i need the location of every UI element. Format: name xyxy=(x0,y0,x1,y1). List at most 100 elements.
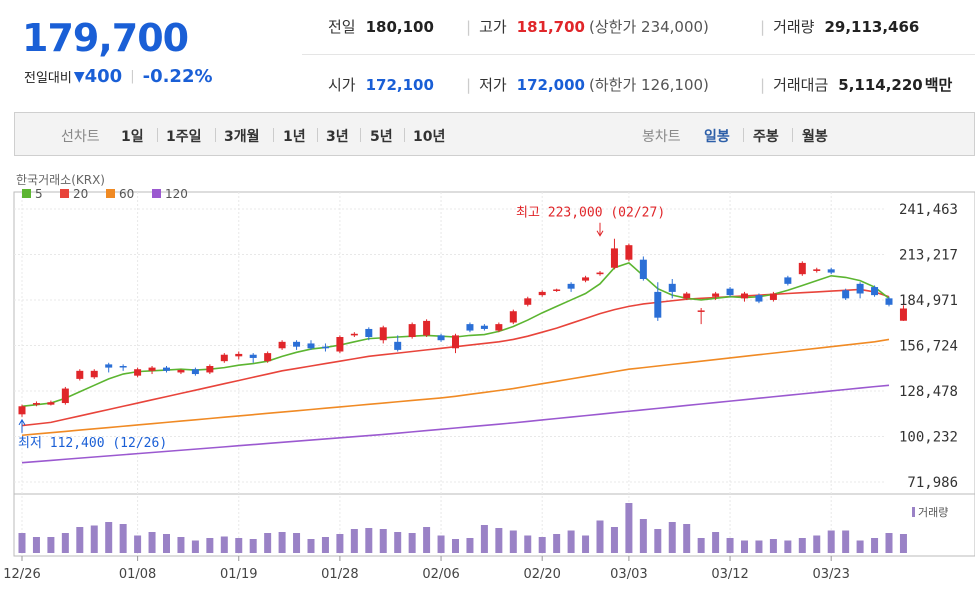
volume-bar xyxy=(553,534,561,553)
period-1y[interactable]: 1년 xyxy=(283,129,306,145)
legend-swatch xyxy=(106,189,115,198)
volume-bar xyxy=(697,538,705,553)
candle-body xyxy=(596,272,604,275)
candle-body xyxy=(784,277,792,284)
divider xyxy=(215,128,216,142)
ma60-line xyxy=(21,338,890,437)
candle-body xyxy=(220,354,228,362)
candle-body xyxy=(567,283,575,289)
period-1w[interactable]: 1주일 xyxy=(166,129,202,145)
open-label: 시가 xyxy=(328,76,356,94)
volume-plot-frame xyxy=(13,493,975,557)
prev-value: 180,100 xyxy=(365,18,434,36)
period-1d[interactable]: 1일 xyxy=(121,129,144,145)
volume-bar xyxy=(32,537,40,553)
candle-body xyxy=(813,269,821,271)
trade-amount: | 거래대금 5,114,220 백만 xyxy=(760,74,952,95)
high-arrow-head xyxy=(596,230,604,237)
volume-bar xyxy=(437,535,445,553)
legend-swatch xyxy=(22,189,31,198)
source-label: 한국거래소(KRX) xyxy=(16,173,105,187)
volume-bar xyxy=(119,524,127,553)
candle-body xyxy=(235,353,243,357)
volume-bar xyxy=(639,519,647,553)
candle-body xyxy=(697,310,705,312)
period-3y[interactable]: 3년 xyxy=(326,129,349,145)
volume-bar xyxy=(495,528,503,553)
legend-swatch xyxy=(152,189,161,198)
volume-bar xyxy=(755,540,763,553)
change-amount: 400 xyxy=(84,66,123,87)
volume-legend-swatch xyxy=(912,507,915,517)
divider: | xyxy=(760,76,766,94)
candle-body xyxy=(480,325,488,329)
divider xyxy=(792,128,793,142)
high-value: 181,700 xyxy=(516,18,585,36)
candle-body xyxy=(798,262,806,275)
candle-body xyxy=(899,308,907,321)
y-tick-label: 241,463 xyxy=(899,202,958,218)
volume-bar xyxy=(798,538,806,553)
high-label: 고가 xyxy=(479,18,507,36)
volume-bar xyxy=(264,533,272,553)
candle-body xyxy=(582,277,590,281)
period-10y[interactable]: 10년 xyxy=(413,129,446,145)
volume-bar xyxy=(509,530,517,553)
low-annotation: 최저 112,400 (12/26) xyxy=(18,436,167,451)
upper-limit: (상한가 234,000) xyxy=(589,18,709,36)
period-monthly[interactable]: 월봉 xyxy=(802,129,828,145)
volume-bar xyxy=(567,530,575,553)
candle-body xyxy=(177,370,185,373)
candle-body xyxy=(105,364,113,368)
period-weekly[interactable]: 주봉 xyxy=(753,129,779,145)
open-price: 시가 172,100 xyxy=(328,74,434,95)
legend-swatch xyxy=(60,189,69,198)
candle-body xyxy=(842,290,850,299)
candle-body xyxy=(538,291,546,296)
candle-body xyxy=(307,343,315,349)
volume-bar xyxy=(726,538,734,553)
volume-value: 29,113,466 xyxy=(824,18,920,36)
candle-body xyxy=(625,245,633,260)
volume-bar xyxy=(668,522,676,553)
amount-value: 5,114,220 xyxy=(838,76,923,94)
candle-body xyxy=(712,293,720,297)
candle-chart-label[interactable]: 봉차트 xyxy=(642,129,681,145)
low-label: 저가 xyxy=(479,76,507,94)
volume-bar xyxy=(350,529,358,553)
candle-body xyxy=(379,327,387,341)
x-tick-label: 12/26 xyxy=(3,567,40,582)
volume-bar xyxy=(249,539,257,553)
volume-bar xyxy=(856,540,864,553)
divider: | xyxy=(466,18,472,36)
line-chart-label[interactable]: 선차트 xyxy=(61,129,100,145)
volume-bar xyxy=(90,525,98,553)
x-tick-label: 01/08 xyxy=(119,567,156,582)
candle-body xyxy=(321,346,329,349)
volume-bar xyxy=(336,534,344,553)
divider: | xyxy=(466,76,472,94)
current-price: 179,700 xyxy=(22,16,189,60)
low-price: | 저가 172,000 (하한가 126,100) xyxy=(466,74,709,95)
volume-bar xyxy=(134,535,142,553)
candle-body xyxy=(264,353,272,362)
volume-bar xyxy=(206,538,214,553)
volume-bar xyxy=(278,532,286,553)
volume-bar xyxy=(842,530,850,553)
low-value: 172,000 xyxy=(516,76,585,94)
candle-body xyxy=(668,283,676,292)
volume-bar xyxy=(76,527,84,553)
candle-body xyxy=(90,370,98,378)
ma20-line xyxy=(21,288,890,427)
period-3m[interactable]: 3개월 xyxy=(224,129,260,145)
candle-body xyxy=(495,324,503,331)
x-tick-label: 03/23 xyxy=(812,567,849,582)
volume-bar xyxy=(365,528,373,553)
volume-bar xyxy=(596,520,604,553)
volume-bar xyxy=(899,534,907,553)
amount-unit: 백만 xyxy=(924,76,953,94)
volume-bar xyxy=(524,535,532,553)
candle-body xyxy=(610,248,618,268)
period-daily[interactable]: 일봉 xyxy=(704,129,730,145)
period-5y[interactable]: 5년 xyxy=(370,129,393,145)
